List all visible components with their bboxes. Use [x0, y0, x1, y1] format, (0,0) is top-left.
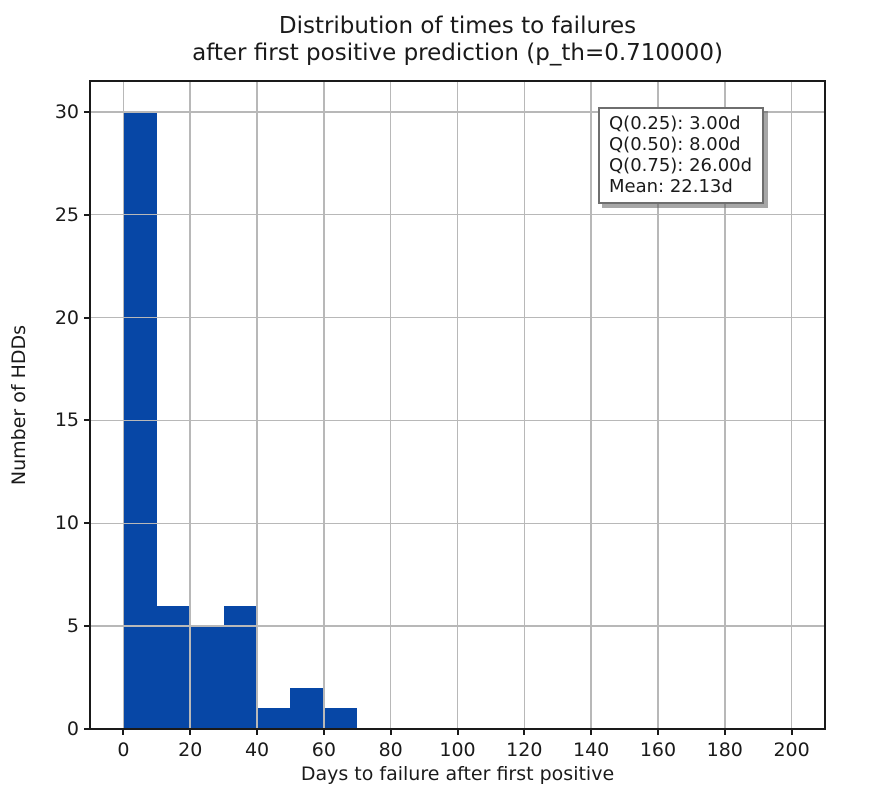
histogram-bar: [223, 605, 258, 729]
x-gridline: [323, 81, 325, 729]
y-tick-mark: [84, 728, 90, 730]
y-tick-label: 10: [54, 512, 79, 535]
x-gridline: [189, 81, 191, 729]
chart-title-line-1: Distribution of times to failures: [278, 13, 637, 39]
x-gridline: [724, 81, 726, 729]
x-tick-mark: [723, 729, 726, 735]
y-tick-label: 0: [66, 718, 79, 740]
x-tick-label: 160: [639, 739, 677, 761]
x-tick-mark: [790, 729, 793, 735]
x-tick-label: 100: [439, 739, 476, 761]
y-gridline: [90, 625, 825, 627]
x-tick-label: 180: [706, 739, 743, 761]
y-gridline: [90, 111, 825, 113]
x-tick-mark: [523, 729, 526, 735]
stats-line-q25: Q(0.25): 3.00d: [609, 113, 741, 134]
x-gridline: [590, 81, 592, 729]
y-tick-mark: [84, 522, 90, 525]
x-tick-label: 200: [773, 739, 810, 761]
x-tick-label: 140: [572, 739, 610, 761]
x-gridline: [657, 81, 659, 729]
y-axis-label: Number of HDDs: [8, 324, 30, 486]
x-tick-label: 40: [244, 739, 270, 761]
x-tick-label: 120: [506, 739, 543, 761]
y-tick-label: 15: [54, 409, 79, 432]
x-tick-label: 80: [378, 739, 403, 761]
y-tick-label: 25: [54, 203, 79, 226]
y-tick-label: 20: [54, 306, 79, 329]
x-axis-label: Days to failure after first positive: [300, 763, 615, 785]
y-tick-label: 30: [54, 100, 79, 123]
chart-title-line-2: after first positive prediction (p_th=0.…: [192, 40, 723, 66]
x-tick-mark: [189, 729, 192, 735]
y-tick-mark: [84, 625, 90, 628]
x-tick-label: 20: [178, 739, 203, 761]
x-tick-mark: [590, 729, 593, 735]
y-gridline: [90, 316, 825, 319]
y-tick-mark: [84, 316, 90, 319]
histogram-bar: [290, 687, 324, 729]
x-gridline: [456, 81, 459, 729]
stats-line-q50: Q(0.50): 8.00d: [609, 134, 741, 155]
x-tick-mark: [456, 729, 459, 735]
x-tick-mark: [256, 729, 259, 735]
x-tick-mark: [122, 729, 125, 735]
x-tick-label: 60: [311, 739, 336, 761]
histogram-bar: [190, 626, 224, 729]
chart-title: Distribution of times to failures after …: [90, 13, 825, 67]
y-tick-mark: [84, 110, 90, 113]
x-tick-mark: [322, 729, 325, 735]
y-tick-mark: [84, 213, 90, 216]
y-gridline: [90, 522, 825, 525]
x-gridline: [122, 81, 125, 729]
histogram-bar: [257, 708, 291, 729]
x-tick-mark: [389, 729, 392, 735]
y-gridline: [90, 419, 825, 422]
stats-line-q75: Q(0.75): 26.00d: [609, 155, 753, 176]
x-tick-mark: [656, 729, 659, 735]
x-gridline: [389, 81, 392, 729]
stats-line-mean: Mean: 22.13d: [609, 176, 733, 197]
x-gridline: [523, 81, 526, 729]
histogram-bar: [156, 605, 191, 729]
stats-box: Q(0.25): 3.00d Q(0.50): 8.00d Q(0.75): 2…: [598, 107, 765, 204]
y-tick-mark: [84, 419, 90, 422]
x-gridline: [790, 81, 793, 729]
y-gridline: [90, 213, 825, 216]
histogram-bar: [323, 708, 358, 729]
y-tick-label: 5: [66, 615, 79, 638]
x-tick-label: 0: [117, 739, 130, 761]
x-gridline: [256, 81, 258, 729]
